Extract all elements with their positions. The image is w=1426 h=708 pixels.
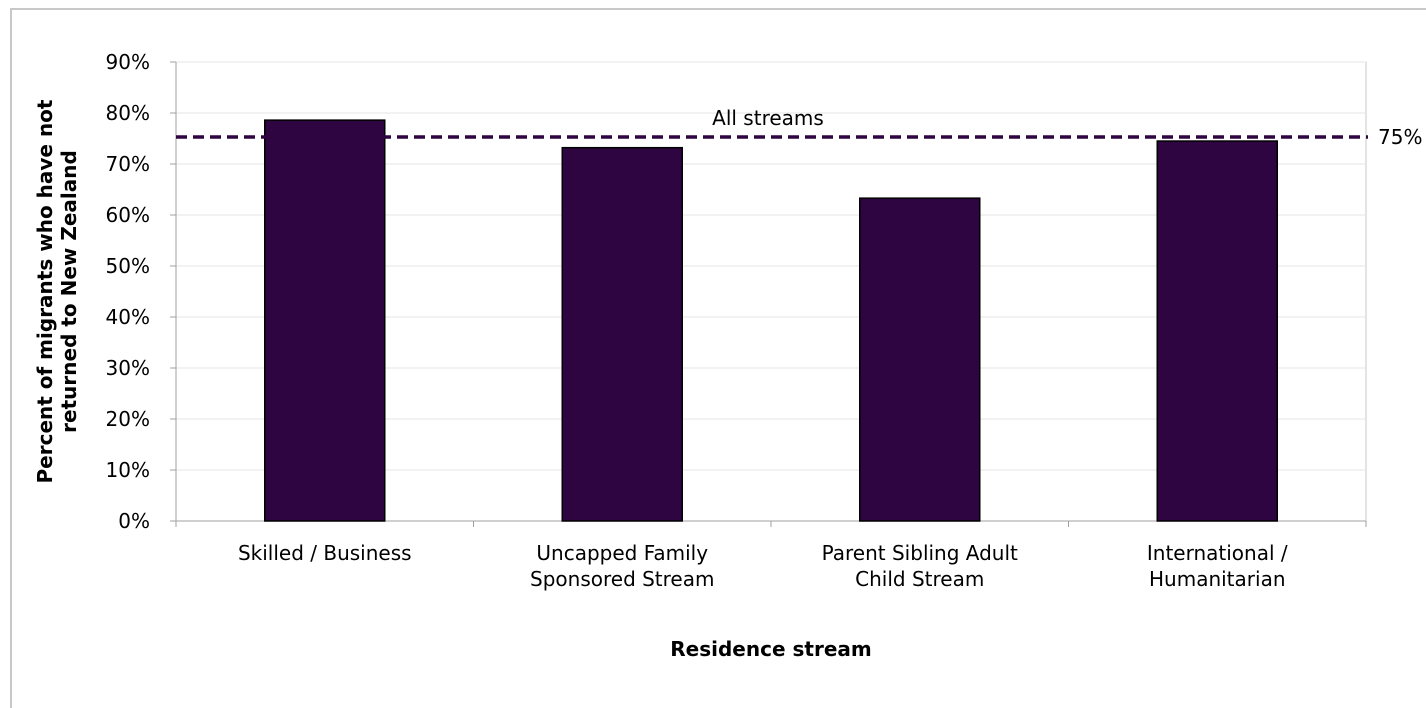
y-axis-title-line: returned to New Zealand bbox=[57, 150, 81, 433]
y-axis-title: Percent of migrants who have notreturned… bbox=[33, 99, 81, 483]
y-tick-label: 50% bbox=[106, 254, 150, 278]
bars bbox=[264, 119, 1278, 522]
axes: 0% 10% 20% 30% 40% 50% 60% 70% 80% 90% bbox=[106, 50, 1367, 533]
bar bbox=[859, 197, 981, 522]
y-tick-label: 10% bbox=[106, 458, 150, 482]
bar bbox=[264, 119, 386, 522]
y-tick-label: 0% bbox=[118, 509, 150, 533]
x-category-label: Parent Sibling Adult bbox=[822, 541, 1018, 565]
x-category-label: International / bbox=[1147, 541, 1288, 565]
y-tick-label: 80% bbox=[106, 101, 150, 125]
y-tick-label: 90% bbox=[106, 50, 150, 74]
bar bbox=[561, 146, 683, 522]
bar bbox=[1156, 140, 1278, 522]
x-category-label: Sponsored Stream bbox=[530, 567, 714, 591]
y-tick-label: 20% bbox=[106, 407, 150, 431]
y-tick-label: 60% bbox=[106, 203, 150, 227]
reference-line-value: 75% bbox=[1378, 125, 1422, 149]
reference-line-label: All streams bbox=[712, 106, 824, 130]
y-tick-label: 30% bbox=[106, 356, 150, 380]
y-tick-label: 40% bbox=[106, 305, 150, 329]
y-axis-title-line: Percent of migrants who have not bbox=[33, 99, 57, 483]
reference-line-group: All streams 75% bbox=[176, 106, 1422, 149]
x-category-label: Humanitarian bbox=[1149, 567, 1286, 591]
x-axis-title: Residence stream bbox=[670, 637, 871, 661]
x-category-label: Skilled / Business bbox=[238, 541, 412, 565]
x-category-label: Uncapped Family bbox=[536, 541, 708, 565]
x-category-label: Child Stream bbox=[855, 567, 984, 591]
axis-labels: Skilled / Business Uncapped FamilySponsor… bbox=[33, 99, 1288, 661]
y-tick-label: 70% bbox=[106, 152, 150, 176]
